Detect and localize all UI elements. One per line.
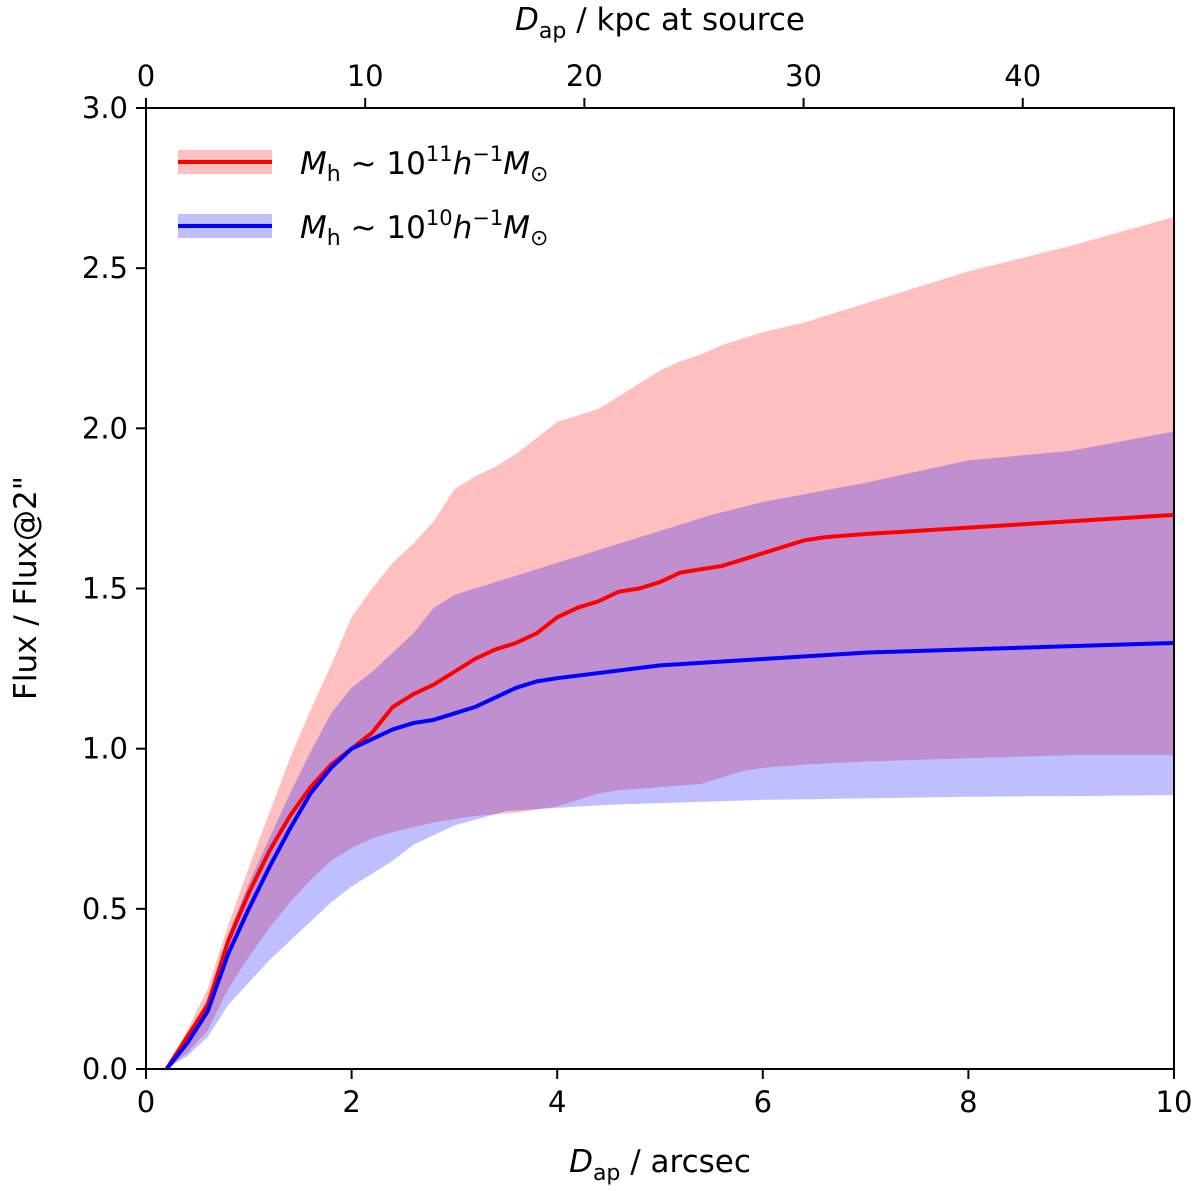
line-series-0 (164, 512, 1175, 1071)
top-x-tick-label: 10 (347, 59, 384, 93)
band-series-1 (166, 431, 1174, 1070)
y-tick-label: 1.0 (82, 732, 128, 766)
top-x-tick-label: 40 (1004, 59, 1041, 93)
x-axis-label: Dap / arcsec (569, 1144, 751, 1186)
y-tick-label: 2.0 (82, 411, 128, 445)
y-tick-label: 1.5 (82, 572, 128, 606)
x-tick-label: 6 (754, 1085, 772, 1119)
x-axis: 0 2 4 6 8 10 (137, 1069, 1193, 1119)
legend-label-1: Mh ~ 1010h−1M⊙ (300, 206, 548, 251)
top-x-axis-label: Dap / kpc at source (515, 2, 805, 44)
y-tick-label: 0.0 (82, 1052, 128, 1086)
top-x-tick-label: 30 (785, 59, 822, 93)
x-tick-label: 0 (137, 1085, 155, 1119)
top-x-axis: 0 10 20 30 40 (137, 59, 1041, 108)
uncertainty-bands (166, 216, 1174, 1070)
line-series-1 (164, 640, 1175, 1071)
x-tick-label: 2 (342, 1085, 360, 1119)
x-tick-label: 10 (1156, 1085, 1193, 1119)
y-tick-label: 2.5 (82, 251, 128, 285)
legend: Mh ~ 1011h−1M⊙ Mh ~ 1010h−1M⊙ (178, 142, 548, 251)
y-tick-label: 0.5 (82, 892, 128, 926)
top-x-tick-label: 20 (566, 59, 603, 93)
band-series-0 (166, 216, 1174, 1069)
y-tick-label: 3.0 (82, 91, 128, 125)
x-tick-label: 8 (959, 1085, 977, 1119)
y-axis: 0.0 0.5 1.0 1.5 2.0 2.5 3.0 (82, 91, 146, 1086)
series-lines (164, 512, 1175, 1071)
y-axis-label: Flux / Flux@2" (8, 476, 44, 700)
legend-label-0: Mh ~ 1011h−1M⊙ (300, 142, 548, 187)
x-tick-label: 4 (548, 1085, 566, 1119)
top-x-tick-label: 0 (137, 59, 155, 93)
